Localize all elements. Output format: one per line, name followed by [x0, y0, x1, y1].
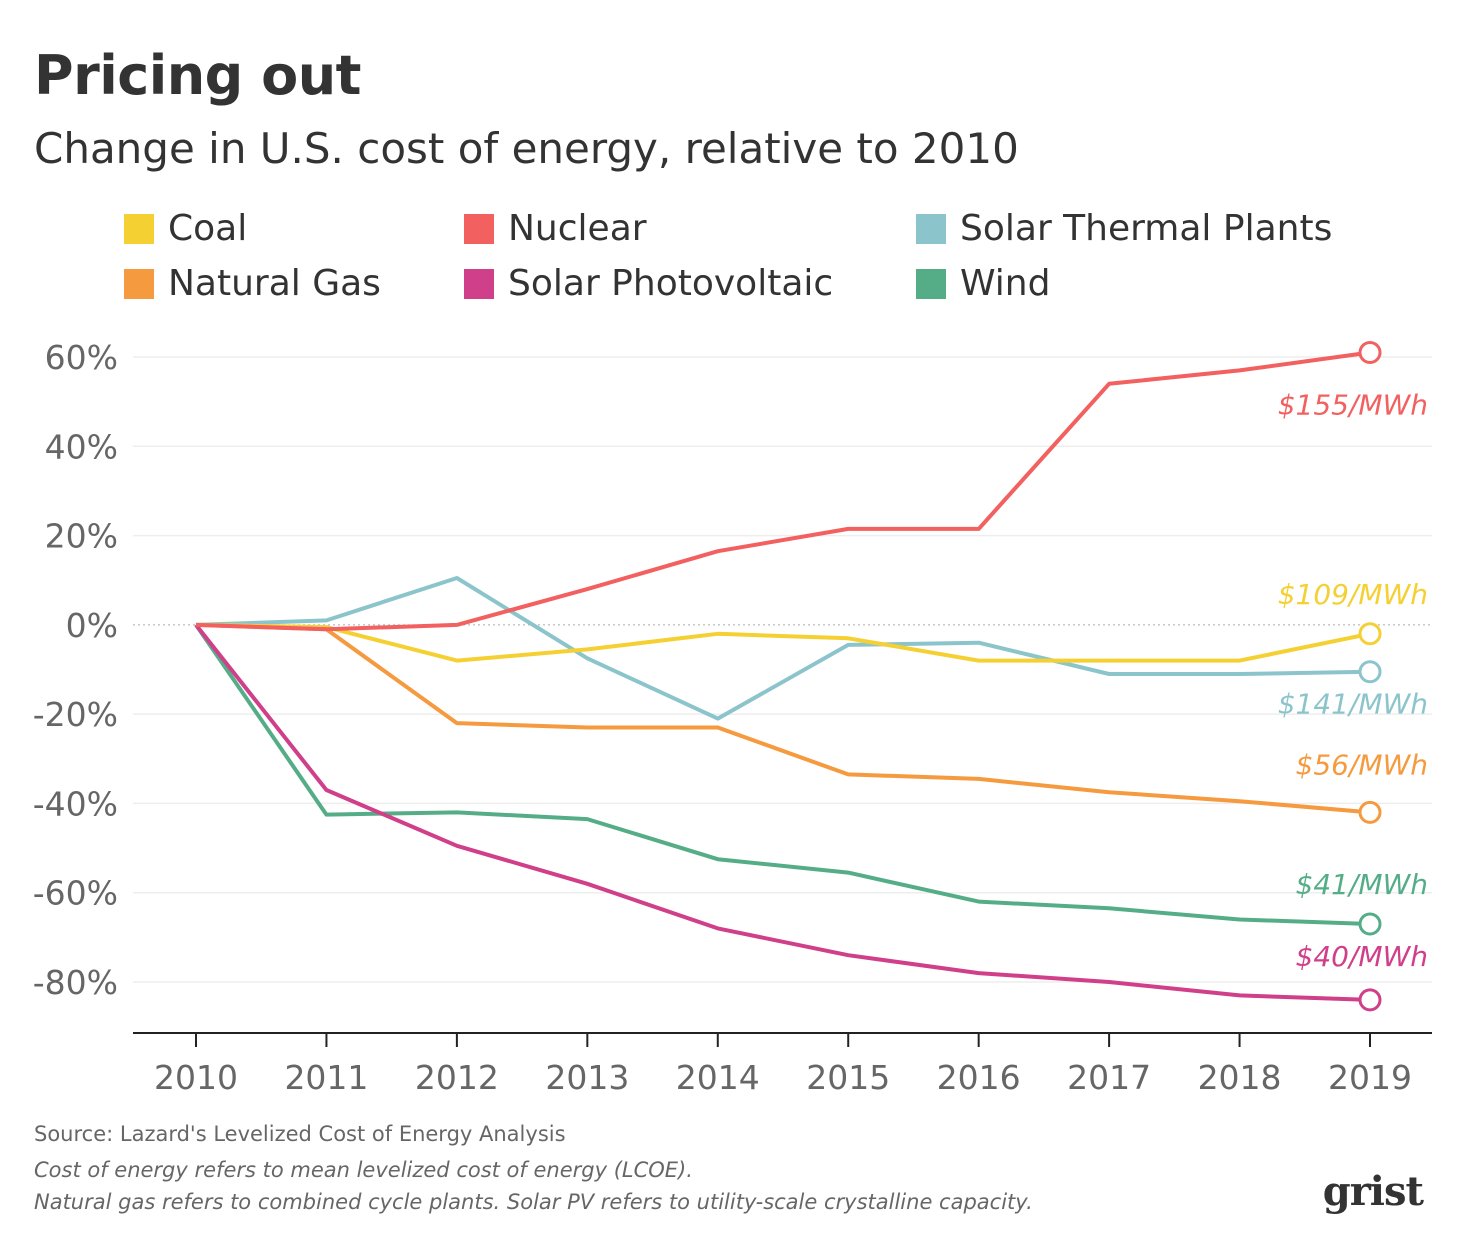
legend-swatch-solar-pv — [464, 268, 494, 299]
legend-swatch-solar-thermal — [916, 213, 946, 244]
x-tick-label: 2015 — [806, 1058, 890, 1097]
series-line-coal — [195, 622, 1371, 663]
chart-title: Pricing out — [34, 44, 362, 107]
legend-label-coal: Coal — [168, 208, 248, 249]
legend-item-nuclear: Nuclear — [464, 208, 647, 249]
end-marker-coal — [1358, 622, 1382, 646]
x-tick-label: 2011 — [284, 1058, 368, 1097]
series-line-nuclear — [195, 350, 1371, 632]
end-marker-solar-photovoltaic — [1358, 988, 1382, 1012]
x-tick-label: 2010 — [154, 1058, 238, 1097]
scope-note: Natural gas refers to combined cycle pla… — [34, 1190, 1033, 1214]
x-tick-label: 2014 — [676, 1058, 760, 1097]
legend-swatch-nuclear — [464, 213, 494, 244]
x-tick-label: 2013 — [545, 1058, 629, 1097]
legend-label-solar-thermal: Solar Thermal Plants — [960, 208, 1333, 249]
y-tick-label: -80% — [33, 963, 118, 1002]
legend-label-wind: Wind — [960, 263, 1051, 304]
series-line-natural-gas — [195, 622, 1371, 815]
end-label-solar-photovoltaic: $40/MWh — [1296, 940, 1428, 973]
legend-swatch-natural-gas — [124, 268, 154, 299]
source-note: Source: Lazard's Levelized Cost of Energ… — [34, 1122, 566, 1146]
x-tick-label: 2018 — [1198, 1058, 1282, 1097]
end-marker-natural-gas — [1358, 800, 1382, 824]
legend-swatch-wind — [916, 268, 946, 299]
y-tick-label: 40% — [45, 427, 118, 466]
series-line-wind — [194, 623, 1371, 926]
grist-logo-text: grist — [1322, 1168, 1424, 1215]
chart-subtitle: Change in U.S. cost of energy, relative … — [34, 124, 1019, 173]
y-tick-label: -40% — [33, 784, 118, 823]
definition-note: Cost of energy refers to mean levelized … — [34, 1158, 693, 1182]
legend-swatch-coal — [124, 213, 154, 244]
end-marker-solar-thermal-plants — [1358, 660, 1382, 684]
legend-label-solar-pv: Solar Photovoltaic — [508, 263, 834, 304]
x-tick-label: 2012 — [415, 1058, 499, 1097]
end-label-coal: $109/MWh — [1278, 578, 1428, 611]
legend-item-coal: Coal — [124, 208, 247, 249]
legend-item-wind: Wind — [916, 263, 1050, 304]
legend-label-nuclear: Nuclear — [508, 208, 647, 249]
end-marker-wind — [1358, 912, 1382, 936]
legend-item-solar-thermal: Solar Thermal Plants — [916, 208, 1332, 249]
y-tick-label: -60% — [33, 874, 118, 913]
series-line-solar-thermal-plants — [195, 576, 1371, 721]
y-tick-label: 20% — [45, 517, 118, 556]
end-label-wind: $41/MWh — [1296, 868, 1428, 901]
y-tick-label: 0% — [66, 606, 118, 645]
x-tick-label: 2017 — [1067, 1058, 1151, 1097]
legend-label-natural-gas: Natural Gas — [168, 263, 381, 304]
grist-logo: grist — [1322, 1168, 1424, 1215]
end-label-nuclear: $155/MWh — [1278, 389, 1428, 422]
end-label-solar-thermal-plants: $141/MWh — [1278, 688, 1428, 721]
end-marker-nuclear — [1358, 341, 1382, 365]
y-tick-label: 60% — [45, 338, 118, 377]
y-tick-label: -20% — [33, 695, 118, 734]
x-tick-label: 2019 — [1328, 1058, 1412, 1097]
x-tick-label: 2016 — [937, 1058, 1021, 1097]
end-label-natural-gas: $56/MWh — [1296, 748, 1428, 781]
legend-item-solar-pv: Solar Photovoltaic — [464, 263, 833, 304]
legend-item-natural-gas: Natural Gas — [124, 263, 381, 304]
series-line-solar-photovoltaic — [194, 623, 1371, 1002]
